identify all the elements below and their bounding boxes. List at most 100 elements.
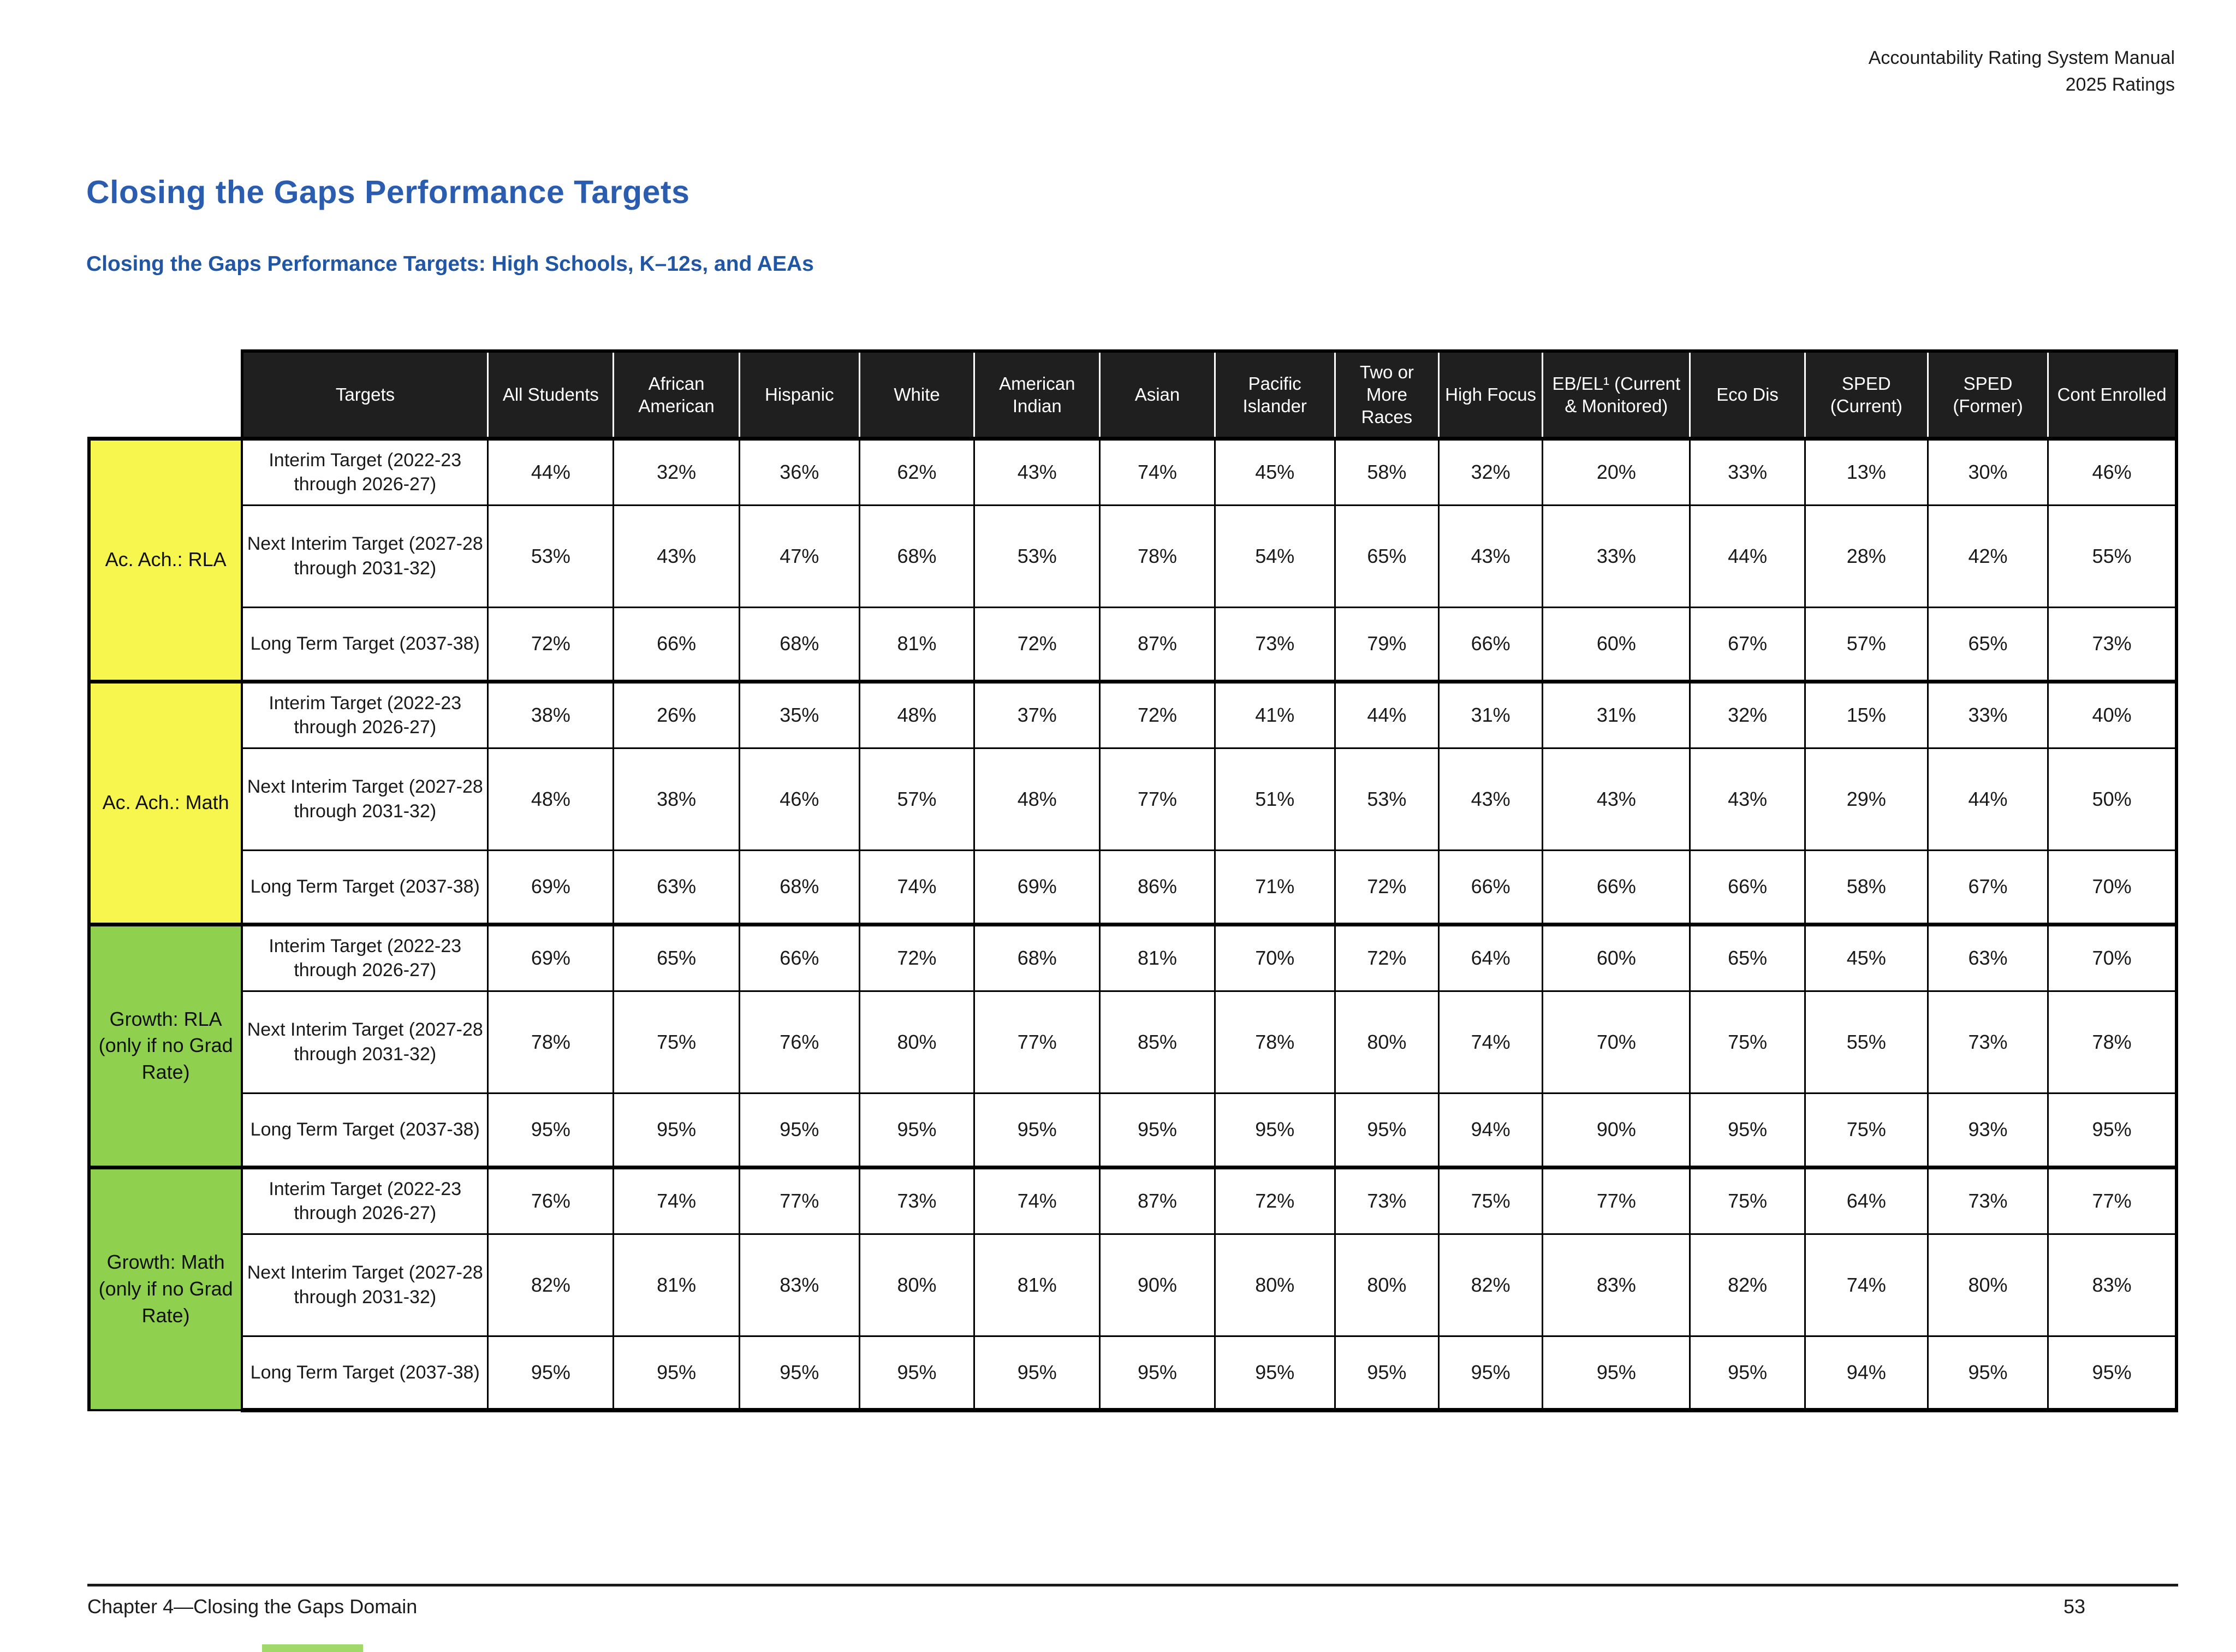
target-value: 63% (612, 849, 740, 925)
target-value: 70% (1542, 990, 1691, 1094)
column-header: American Indian (973, 349, 1101, 439)
target-value: 66% (612, 606, 740, 682)
target-value: 79% (1334, 606, 1440, 682)
target-value: 80% (858, 990, 976, 1094)
target-value: 78% (2047, 990, 2179, 1094)
target-value: 82% (487, 1233, 615, 1337)
target-value: 95% (738, 1092, 860, 1168)
target-value: 53% (1334, 747, 1440, 851)
target-value: 76% (738, 990, 860, 1094)
target-value: 87% (1099, 1165, 1216, 1235)
target-value: 66% (1438, 849, 1544, 925)
target-value: 70% (2047, 849, 2179, 925)
target-value: 57% (1804, 606, 1929, 682)
target-value: 71% (1214, 849, 1336, 925)
target-label: Interim Target (2022-23 through 2026-27) (241, 1165, 489, 1235)
target-value: 80% (1334, 1233, 1440, 1337)
target-value: 73% (1214, 606, 1336, 682)
table-row: Ac. Ach.: RLA Interim Target (2022-23 thr… (87, 436, 2179, 682)
target-value: 32% (612, 436, 740, 506)
target-value: 81% (973, 1233, 1101, 1337)
table-row: Long Term Target (2037-38) 95% 95% 95% 95% 95… (89, 1335, 2179, 1412)
table-row: Long Term Target (2037-38) 69% 63% 68% 74% 69… (89, 849, 2179, 925)
target-value: 44% (487, 436, 615, 506)
target-value: 72% (1214, 1165, 1336, 1235)
target-value: 95% (1214, 1092, 1336, 1168)
target-value: 60% (1542, 922, 1691, 992)
target-label: Next Interim Target (2027-28 through 203… (241, 504, 489, 608)
column-header: EB/EL¹ (Current & Monitored) (1542, 349, 1691, 439)
target-value: 69% (973, 849, 1101, 925)
target-value: 64% (1438, 922, 1544, 992)
target-value: 43% (612, 504, 740, 608)
target-value: 44% (1926, 747, 2049, 851)
target-value: 48% (858, 679, 976, 749)
target-value: 90% (1099, 1233, 1216, 1337)
target-value: 43% (1542, 747, 1691, 851)
target-value: 57% (858, 747, 976, 851)
column-header: Eco Dis (1689, 349, 1806, 439)
target-value: 48% (487, 747, 615, 851)
target-value: 72% (858, 922, 976, 992)
target-value: 32% (1438, 436, 1544, 506)
target-value: 43% (1438, 747, 1544, 851)
target-value: 33% (1542, 504, 1691, 608)
table-row: Next Interim Target (2027-28 through 203… (89, 747, 2179, 851)
target-value: 58% (1334, 436, 1440, 506)
target-value: 68% (973, 922, 1101, 992)
target-value: 73% (2047, 606, 2179, 682)
target-value: 95% (973, 1335, 1101, 1412)
target-value: 75% (612, 990, 740, 1094)
target-value: 95% (612, 1092, 740, 1168)
target-value: 78% (1214, 990, 1336, 1094)
target-value: 82% (1438, 1233, 1544, 1337)
column-header: Cont Enrolled (2047, 349, 2179, 439)
column-header: White (858, 349, 976, 439)
target-value: 86% (1099, 849, 1216, 925)
target-value: 83% (1542, 1233, 1691, 1337)
target-value: 68% (858, 504, 976, 608)
target-value: 55% (2047, 504, 2179, 608)
target-label: Long Term Target (2037-38) (241, 1335, 489, 1412)
doc-footer: Chapter 4—Closing the Gaps Domain 53 (87, 1595, 2178, 1618)
target-value: 38% (487, 679, 615, 749)
target-value: 76% (487, 1165, 615, 1235)
target-value: 26% (612, 679, 740, 749)
column-header: High Focus (1438, 349, 1544, 439)
footer-divider (87, 1584, 2178, 1586)
performance-targets-table: Targets All Students African American Hispa… (87, 349, 2179, 1412)
target-value: 35% (738, 679, 860, 749)
target-value: 72% (1334, 922, 1440, 992)
target-value: 66% (1438, 606, 1544, 682)
target-value: 45% (1214, 436, 1336, 506)
target-value: 95% (1334, 1092, 1440, 1168)
target-value: 51% (1214, 747, 1336, 851)
target-value: 81% (858, 606, 976, 682)
footer-chapter-label: Chapter 4—Closing the Gaps Domain (87, 1595, 418, 1618)
column-header: Pacific Islander (1214, 349, 1336, 439)
target-value: 44% (1689, 504, 1806, 608)
doc-header-manual-title: Accountability Rating System Manual (1868, 47, 2175, 68)
row-group-label: Ac. Ach.: RLA (87, 436, 243, 682)
page-title: Closing the Gaps Performance Targets (86, 174, 690, 210)
target-value: 47% (738, 504, 860, 608)
target-value: 95% (612, 1335, 740, 1412)
target-value: 29% (1804, 747, 1929, 851)
column-header: Two or More Races (1334, 349, 1440, 439)
table-row: Growth: RLA (only if no Grad Rate) Interi… (87, 922, 2179, 1168)
target-value: 42% (1926, 504, 2049, 608)
target-value: 77% (973, 990, 1101, 1094)
target-value: 65% (612, 922, 740, 992)
target-value: 95% (2047, 1335, 2179, 1412)
target-label: Next Interim Target (2027-28 through 203… (241, 990, 489, 1094)
target-label: Long Term Target (2037-38) (241, 606, 489, 682)
target-label: Next Interim Target (2027-28 through 203… (241, 747, 489, 851)
target-value: 95% (1214, 1335, 1336, 1412)
table-row: Long Term Target (2037-38) 95% 95% 95% 95% 95… (89, 1092, 2179, 1168)
target-label: Long Term Target (2037-38) (241, 1092, 489, 1168)
target-value: 77% (1542, 1165, 1691, 1235)
column-header: African American (612, 349, 740, 439)
target-label: Interim Target (2022-23 through 2026-27) (241, 436, 489, 506)
target-value: 81% (1099, 922, 1216, 992)
